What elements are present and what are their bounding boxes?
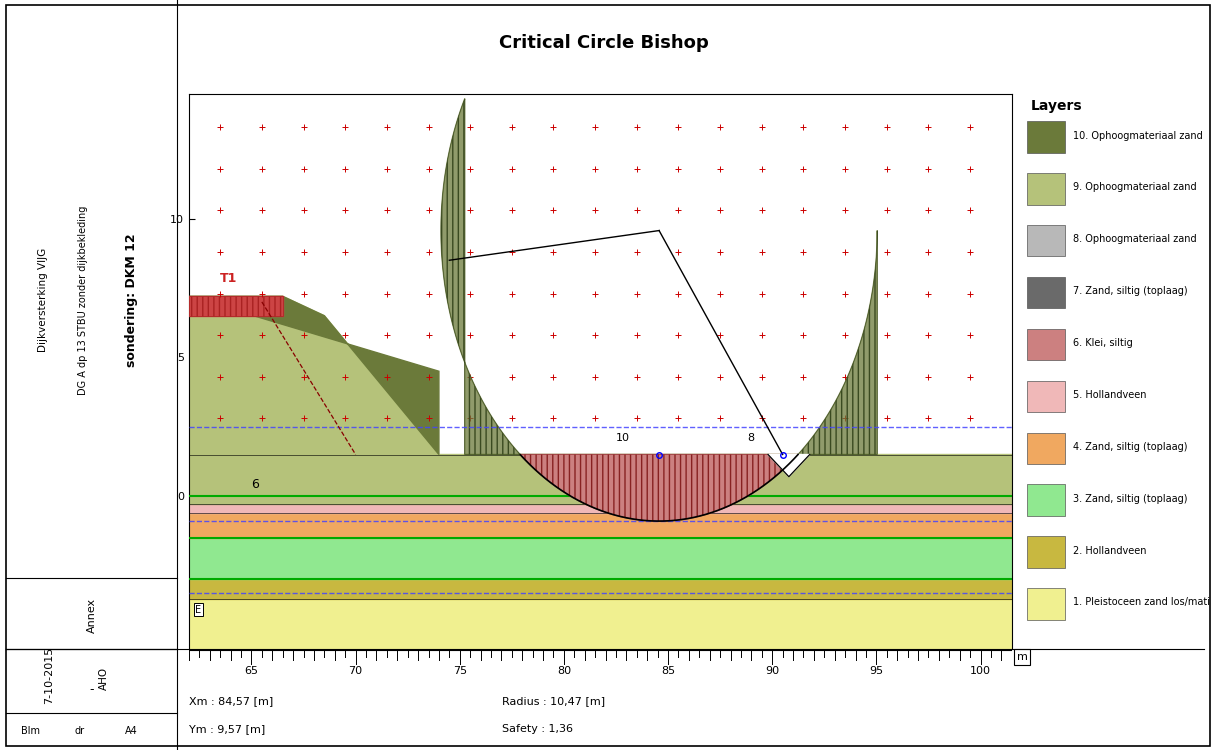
Bar (1028, 536, 1065, 568)
Bar (1028, 588, 1065, 620)
Text: sondering: DKM 12: sondering: DKM 12 (126, 233, 138, 367)
Polygon shape (189, 296, 283, 316)
Text: 2. Hollandveen: 2. Hollandveen (1073, 545, 1146, 556)
Polygon shape (189, 296, 1012, 505)
Text: -: - (89, 683, 94, 697)
Text: Radius : 10,47 [m]: Radius : 10,47 [m] (502, 696, 605, 706)
Text: 100: 100 (970, 666, 991, 676)
Bar (1028, 381, 1065, 412)
Text: 7-10-2015: 7-10-2015 (44, 646, 54, 704)
Bar (1028, 328, 1065, 360)
Text: Annex: Annex (87, 598, 96, 632)
Polygon shape (521, 454, 797, 521)
Text: 90: 90 (766, 666, 779, 676)
Text: Blm: Blm (21, 726, 40, 736)
Text: 1. Pleistoceen zand los/mati: 1. Pleistoceen zand los/mati (1073, 598, 1209, 608)
Text: 9. Ophoogmateriaal zand: 9. Ophoogmateriaal zand (1073, 182, 1196, 193)
Text: Critical Circle Bishop: Critical Circle Bishop (499, 34, 708, 52)
Text: Ym : 9,57 [m]: Ym : 9,57 [m] (189, 724, 266, 734)
Text: dr: dr (74, 726, 84, 736)
Text: E: E (195, 604, 201, 615)
Bar (1028, 277, 1065, 308)
Text: m: m (1017, 652, 1028, 662)
Text: 5. Hollandveen: 5. Hollandveen (1073, 390, 1146, 400)
Text: 3. Zand, siltig (toplaag): 3. Zand, siltig (toplaag) (1073, 494, 1187, 504)
Text: 80: 80 (557, 666, 570, 676)
Text: 85: 85 (661, 666, 675, 676)
Text: 75: 75 (452, 666, 467, 676)
Text: 8: 8 (747, 433, 755, 442)
Text: 6. Klei, siltig: 6. Klei, siltig (1073, 338, 1132, 348)
Polygon shape (768, 454, 809, 477)
Bar (1028, 122, 1065, 153)
Bar (1028, 173, 1065, 205)
Polygon shape (441, 99, 878, 521)
Text: Layers: Layers (1031, 98, 1082, 112)
Text: DG A dp 13 STBU zonder dijkbekleding: DG A dp 13 STBU zonder dijkbekleding (78, 206, 88, 394)
Text: 7. Zand, siltig (toplaag): 7. Zand, siltig (toplaag) (1073, 286, 1187, 296)
Text: 4. Zand, siltig (toplaag): 4. Zand, siltig (toplaag) (1073, 442, 1187, 452)
Text: 70: 70 (349, 666, 363, 676)
Text: 10: 10 (616, 433, 630, 442)
Text: 65: 65 (245, 666, 258, 676)
Text: 10. Ophoogmateriaal zand: 10. Ophoogmateriaal zand (1073, 130, 1202, 140)
Text: A4: A4 (126, 726, 138, 736)
Text: AHO: AHO (99, 668, 108, 690)
Text: Safety : 1,36: Safety : 1,36 (502, 724, 573, 734)
Polygon shape (189, 296, 439, 454)
Bar (1028, 225, 1065, 256)
Bar (1028, 433, 1065, 464)
Bar (1028, 484, 1065, 516)
Text: Dijkversterking VIJG: Dijkversterking VIJG (38, 248, 48, 352)
Text: Xm : 84,57 [m]: Xm : 84,57 [m] (189, 696, 273, 706)
Text: 6: 6 (251, 478, 260, 490)
Text: 95: 95 (869, 666, 884, 676)
Text: 8. Ophoogmateriaal zand: 8. Ophoogmateriaal zand (1073, 234, 1196, 244)
Text: T1: T1 (221, 272, 238, 286)
